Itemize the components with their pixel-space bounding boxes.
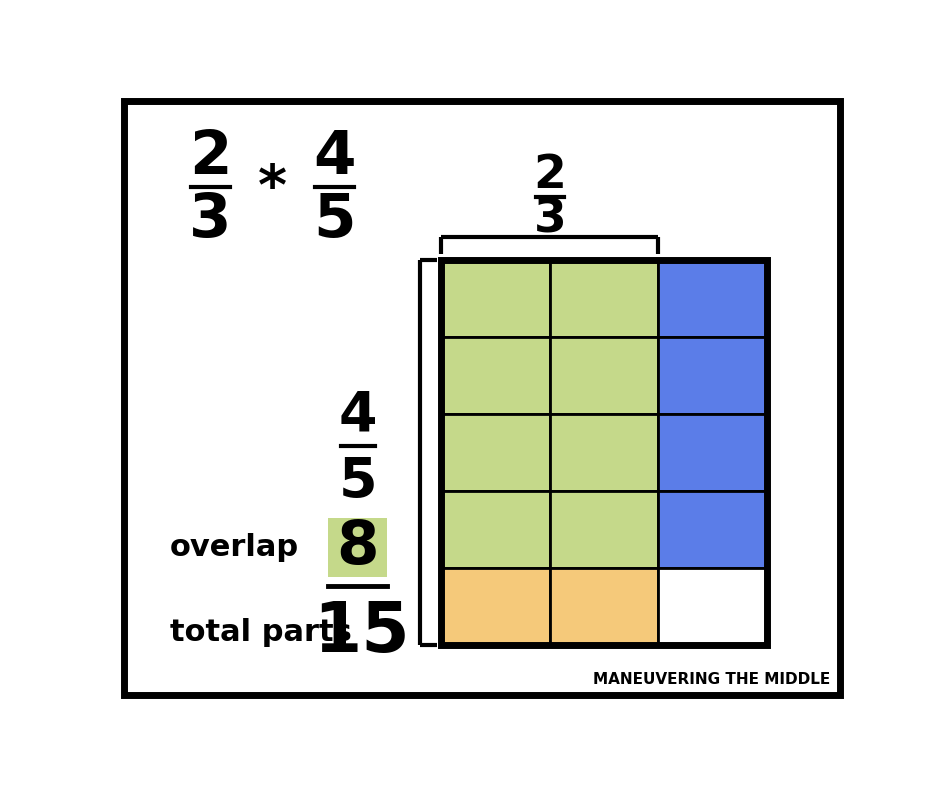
Bar	[658, 414, 767, 491]
Bar	[658, 337, 767, 414]
Text: MANEUVERING THE MIDDLE: MANEUVERING THE MIDDLE	[593, 672, 831, 687]
Text: 15: 15	[313, 599, 410, 666]
Bar	[658, 491, 767, 568]
Text: *: *	[258, 162, 287, 216]
Text: 5: 5	[313, 191, 355, 251]
Bar	[550, 414, 658, 491]
Bar	[550, 568, 658, 645]
Text: 2: 2	[534, 153, 567, 198]
Bar	[550, 491, 658, 568]
Bar	[442, 260, 767, 645]
Text: total parts: total parts	[170, 618, 352, 646]
Text: 3: 3	[189, 191, 232, 251]
Text: 4: 4	[338, 388, 377, 443]
Text: 5: 5	[338, 455, 377, 509]
Bar	[550, 337, 658, 414]
Bar	[658, 568, 767, 645]
Text: 2: 2	[189, 128, 232, 188]
Bar	[442, 414, 550, 491]
Text: 8: 8	[337, 518, 379, 577]
Bar	[442, 337, 550, 414]
Bar	[442, 568, 550, 645]
Text: overlap: overlap	[170, 533, 299, 562]
Bar	[328, 518, 387, 577]
Text: 4: 4	[313, 128, 355, 188]
Bar	[442, 260, 550, 337]
Bar	[442, 491, 550, 568]
Text: 3: 3	[534, 198, 566, 243]
Bar	[658, 260, 767, 337]
Bar	[550, 260, 658, 337]
